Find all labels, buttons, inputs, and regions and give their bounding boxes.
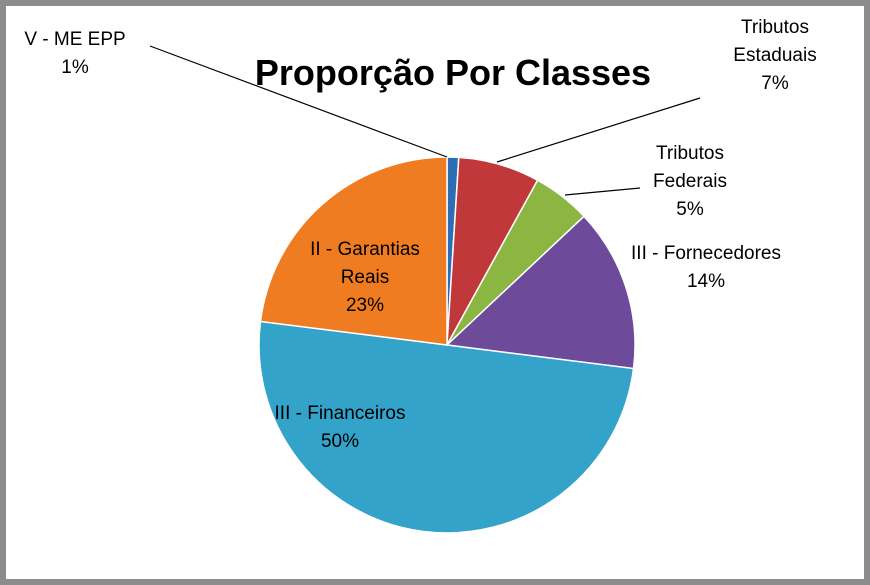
category-label: Tributos Federais [653, 143, 727, 192]
pie-slice [258, 320, 635, 534]
chart [149, 45, 701, 534]
chart-area: Proporção Por Classes V - ME EPP 1% Tribut… [6, 6, 864, 579]
category-label: Tributos Estaduais [733, 17, 817, 66]
value-label: 23% [345, 295, 385, 316]
leader-line [149, 45, 448, 158]
data-label: II - Garantias Reais 23% [290, 236, 440, 320]
data-label: III - Financeiros 50% [270, 400, 410, 456]
pie-slice [445, 215, 636, 370]
data-label: Tributos Estaduais 7% [720, 14, 830, 98]
value-label: 7% [761, 73, 789, 94]
category-label: III - Financeiros [274, 403, 406, 424]
value-label: 5% [676, 199, 704, 220]
chart-title: Proporção Por Classes [254, 52, 652, 93]
leader-line [496, 97, 701, 163]
value-label: 50% [320, 431, 360, 452]
category-label: III - Fornecedores [631, 243, 781, 264]
data-label: V - ME EPP 1% [5, 26, 145, 82]
data-label: III - Fornecedores 14% [621, 240, 791, 296]
data-label: Tributos Federais 5% [635, 140, 745, 224]
category-label: V - ME EPP [24, 29, 126, 50]
leader-line [564, 187, 641, 196]
pie-slice [259, 156, 448, 346]
value-label: 14% [686, 271, 726, 292]
value-label: 1% [61, 57, 89, 78]
category-label: II - Garantias Reais [310, 239, 420, 288]
